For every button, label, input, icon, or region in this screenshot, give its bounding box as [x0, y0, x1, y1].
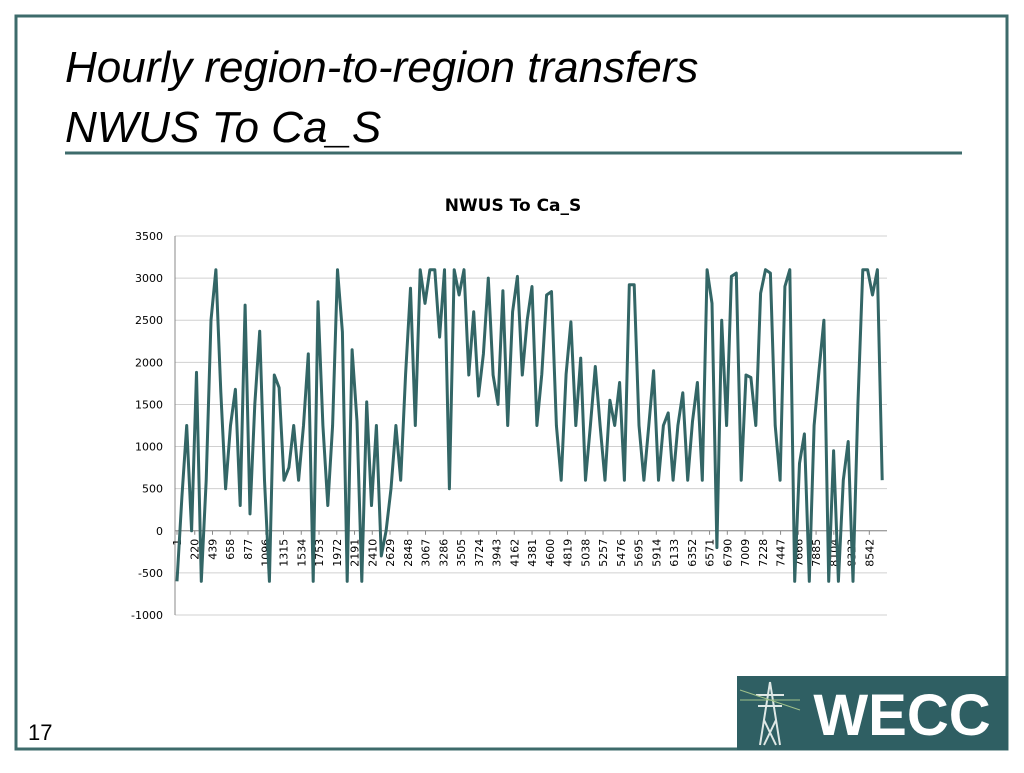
logo-text: WECC: [813, 683, 990, 748]
y-tick-label: 500: [142, 483, 163, 496]
x-tick-label: 4819: [562, 539, 575, 567]
x-tick-label: 2629: [384, 539, 397, 567]
x-tick-label: 220: [189, 539, 202, 560]
x-tick-label: 1315: [278, 539, 291, 567]
x-tick-label: 2848: [402, 539, 415, 567]
x-tick-label: 4162: [508, 539, 521, 567]
logo-background: [737, 676, 1008, 750]
x-tick-label: 3067: [420, 539, 433, 567]
x-tick-label: 8542: [863, 539, 876, 567]
y-tick-label: 1000: [135, 441, 163, 454]
x-tick-label: 6571: [704, 539, 717, 567]
x-tick-label: 5257: [597, 539, 610, 567]
x-tick-label: 6790: [721, 539, 734, 567]
x-tick-label: 5038: [579, 539, 592, 567]
x-tick-label: 5914: [650, 539, 663, 567]
x-tick-label: 439: [207, 539, 220, 560]
y-tick-label: 2500: [135, 314, 163, 327]
x-tick-label: 2410: [366, 539, 379, 567]
slide-frame: [14, 14, 1009, 751]
x-tick-label: 6133: [668, 539, 681, 567]
x-tick-label: 7228: [757, 539, 770, 567]
x-tick-label: 877: [242, 539, 255, 560]
x-tick-label: 1534: [295, 539, 308, 567]
page-number: 17: [28, 720, 52, 745]
y-tick-label: 3000: [135, 272, 163, 285]
x-tick-label: 2191: [349, 539, 362, 567]
y-tick-label: 1500: [135, 398, 163, 411]
x-tick-label: 3505: [455, 539, 468, 567]
x-tick-label: 3724: [473, 539, 486, 567]
x-tick-label: 3943: [491, 539, 504, 567]
x-tick-label: 4600: [544, 539, 557, 567]
tower-icon: [739, 681, 801, 746]
series-line: [175, 268, 884, 583]
logo: WECC: [737, 676, 1008, 750]
slide-title: Hourly region-to-region transfers: [65, 43, 698, 92]
chart-title: NWUS To Ca_S: [445, 196, 582, 216]
x-tick-label: 6352: [686, 539, 699, 567]
y-tick-label: 2000: [135, 356, 163, 369]
x-tick-label: 1753: [313, 539, 326, 567]
y-tick-label: 0: [156, 525, 163, 538]
x-tick-label: 3286: [437, 539, 450, 567]
x-tick-label: 7447: [775, 539, 788, 567]
x-tick-label: 5695: [633, 539, 646, 567]
x-tick-label: 1: [171, 539, 184, 546]
x-tick-label: 7009: [739, 539, 752, 567]
slide-title: NWUS To Ca_S: [65, 103, 381, 152]
x-tick-label: 1972: [331, 539, 344, 567]
x-tick-label: 5476: [615, 539, 628, 567]
y-tick-label: -500: [138, 567, 163, 580]
y-tick-label: 3500: [135, 230, 163, 243]
y-tick-label: -1000: [131, 609, 163, 622]
x-tick-label: 658: [224, 539, 237, 560]
x-tick-label: 4381: [526, 539, 539, 567]
x-tick-label: 7885: [810, 539, 823, 567]
